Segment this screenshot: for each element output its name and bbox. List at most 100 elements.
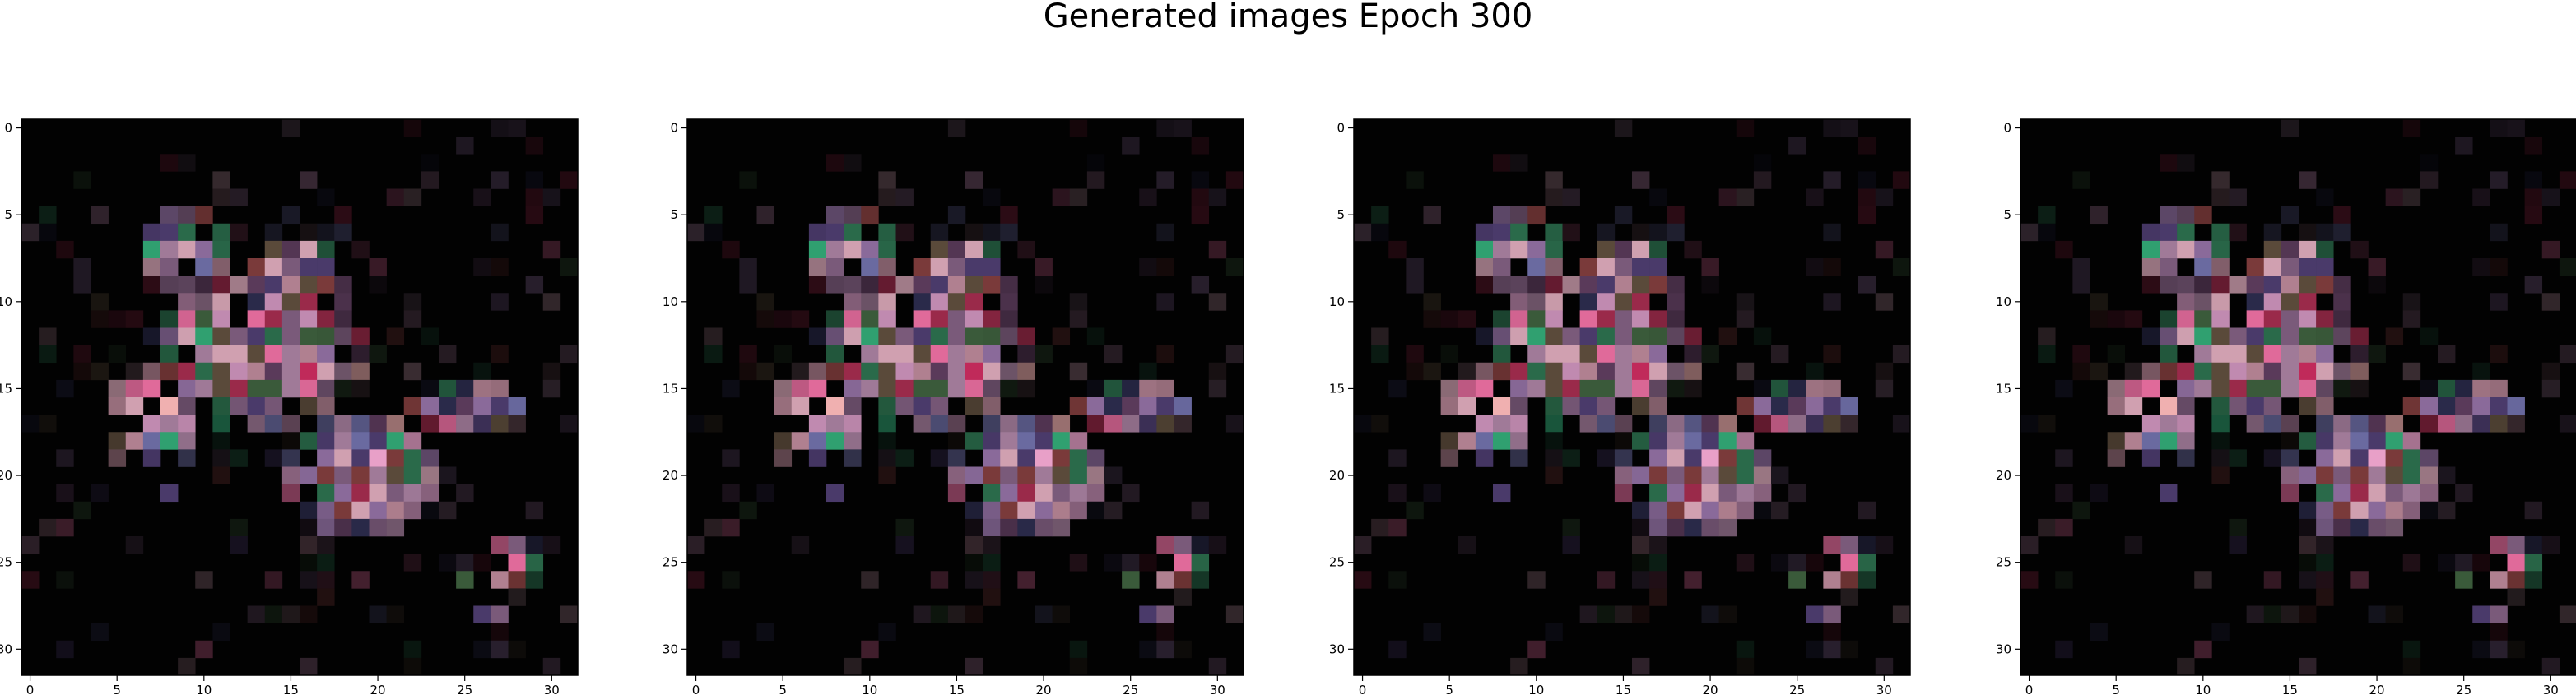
pixel-cell	[1069, 484, 1088, 503]
pixel-cell	[195, 310, 213, 328]
pixel-cell	[542, 188, 561, 206]
pixel-cell	[2299, 362, 2317, 381]
pixel-cell	[2177, 310, 2195, 328]
pixel-cell	[947, 449, 966, 467]
pixel-cell	[1562, 397, 1580, 415]
pixel-cell	[930, 571, 949, 589]
pixel-cell	[1104, 397, 1123, 415]
pixel-cell	[2368, 466, 2386, 484]
pixel-cell	[808, 240, 827, 259]
pixel-cell	[2263, 276, 2282, 294]
pixel-cell	[1649, 379, 1667, 398]
pixel-cell	[1684, 484, 1702, 503]
pixel-cell	[774, 310, 793, 328]
pixel-cell	[2524, 536, 2543, 554]
pixel-cell	[491, 415, 509, 433]
pixel-cell	[2402, 449, 2421, 467]
pixel-cell	[2524, 501, 2543, 520]
pixel-cell	[2107, 397, 2126, 415]
pixel-cell	[1086, 501, 1105, 520]
pixel-cell	[2141, 240, 2160, 259]
pixel-cell	[2299, 345, 2317, 364]
pixel-cell	[983, 188, 1001, 206]
pixel-cell	[2541, 362, 2560, 381]
pixel-cell	[2368, 432, 2386, 450]
y-tick-label: 0	[1337, 121, 1345, 136]
y-tick-label: 30	[1996, 642, 2011, 656]
pixel-cell	[2211, 449, 2230, 467]
pixel-cell	[826, 345, 844, 364]
pixel-cell	[247, 276, 266, 294]
pixel-cell	[1597, 240, 1616, 259]
pixel-cell	[247, 345, 266, 364]
pixel-cell	[965, 605, 983, 623]
pixel-cell	[1354, 536, 1372, 554]
pixel-cell	[1771, 397, 1789, 415]
pixel-cell	[39, 206, 57, 225]
pixel-cell	[722, 640, 740, 659]
pixel-cell	[2490, 171, 2508, 189]
pixel-cell	[2316, 501, 2334, 520]
pixel-cell	[1649, 571, 1667, 589]
pixel-cell	[1597, 345, 1616, 364]
pixel-cell	[1562, 362, 1580, 381]
pixel-cell	[300, 605, 318, 623]
pixel-cell	[2299, 536, 2317, 554]
y-tick-label: 10	[1996, 294, 2011, 309]
pixel-cell	[1174, 119, 1192, 137]
pixel-cell	[1597, 571, 1616, 589]
x-tick-label: 10	[1528, 683, 1544, 695]
pixel-cell	[178, 432, 196, 450]
pixel-cell	[2141, 223, 2160, 242]
pixel-cell	[2107, 432, 2126, 450]
pixel-cell	[1632, 501, 1650, 520]
pixel-cell	[791, 397, 810, 415]
pixel-cell	[21, 571, 40, 589]
pixel-cell	[317, 240, 335, 259]
pixel-cell	[1510, 154, 1528, 172]
pixel-cell	[2333, 501, 2351, 520]
pixel-cell	[2229, 345, 2247, 364]
pixel-cell	[1069, 188, 1088, 206]
pixel-cell	[178, 206, 196, 225]
pixel-cell	[2229, 223, 2247, 242]
pixel-cell	[1614, 258, 1633, 276]
pixel-cell	[2402, 310, 2421, 328]
pixel-cell	[983, 466, 1001, 484]
pixel-cell	[2038, 518, 2056, 537]
x-tick-label: 10	[196, 683, 212, 695]
pixel-cell	[1649, 484, 1667, 503]
pixel-cell	[334, 223, 352, 242]
pixel-cell	[212, 449, 230, 467]
pixel-cell	[2316, 310, 2334, 328]
pixel-cell	[2160, 258, 2178, 276]
pixel-cell	[2211, 432, 2230, 450]
pixel-cell	[1000, 276, 1018, 294]
pixel-cell	[2246, 293, 2265, 311]
pixel-cell	[739, 362, 757, 381]
pixel-cell	[1388, 571, 1407, 589]
pixel-cell	[2211, 276, 2230, 294]
pixel-cell	[1649, 327, 1667, 345]
pixel-cell	[1545, 623, 1563, 642]
pixel-cell	[2316, 276, 2334, 294]
pixel-cell	[21, 415, 40, 433]
pixel-cell	[1545, 362, 1563, 381]
pixel-cell	[1052, 484, 1071, 503]
pixel-cell	[983, 518, 1001, 537]
pixel-cell	[844, 449, 862, 467]
pixel-cell	[1035, 432, 1053, 450]
pixel-cell	[560, 605, 579, 623]
pixel-cell	[1139, 397, 1157, 415]
pixel-cell	[91, 362, 109, 381]
pixel-cell	[1858, 536, 1876, 554]
pixel-cell	[456, 554, 474, 572]
pixel-cell	[108, 310, 127, 328]
pixel-cell	[247, 362, 266, 381]
pixel-cell	[2490, 640, 2508, 659]
pixel-cell	[1156, 223, 1174, 242]
pixel-cell	[1406, 345, 1424, 364]
pixel-cell	[1000, 466, 1018, 484]
pixel-cell	[2368, 449, 2386, 467]
pixel-cell	[473, 640, 491, 659]
